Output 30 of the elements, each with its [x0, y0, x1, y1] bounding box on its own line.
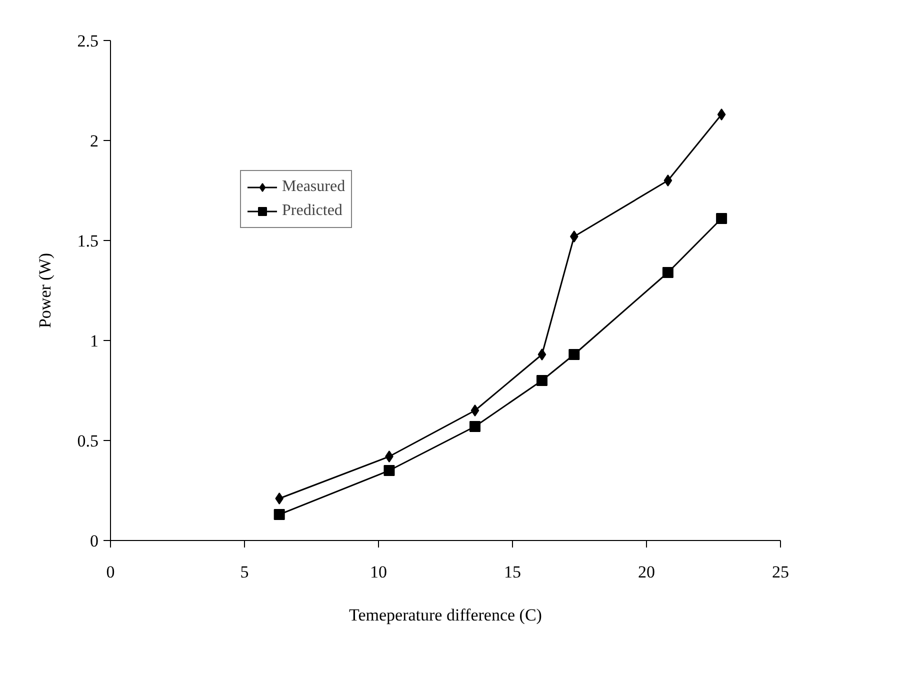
point — [470, 404, 480, 416]
point — [570, 230, 578, 242]
point — [469, 421, 480, 432]
point — [538, 348, 546, 360]
point — [384, 465, 395, 476]
point — [717, 108, 726, 120]
y-tick-label: 1.5 — [77, 232, 98, 250]
x-axis-title: Temeperature difference (C) — [349, 606, 542, 624]
point — [274, 509, 285, 520]
legend-label: Measured — [282, 178, 346, 196]
y-tick-label: 0.5 — [77, 432, 98, 450]
x-tick-label: 20 — [638, 562, 655, 582]
x-tick-label: 5 — [240, 562, 249, 582]
y-axis-title: Power (W) — [35, 252, 54, 328]
legend-label: Predicted — [282, 202, 342, 220]
x-tick-label: 0 — [106, 562, 115, 582]
y-tick-label: 2 — [90, 132, 98, 150]
point — [275, 492, 284, 504]
y-tick-label: 0 — [90, 532, 98, 550]
point — [568, 349, 580, 360]
point — [716, 213, 728, 224]
x-tick-label: 10 — [370, 562, 387, 582]
y-tick-label: 2.5 — [77, 32, 98, 50]
point — [664, 174, 672, 186]
point — [662, 267, 674, 278]
point — [385, 450, 394, 462]
point — [536, 375, 548, 386]
x-tick-label: 15 — [504, 562, 521, 582]
y-tick-label: 1 — [90, 332, 98, 350]
x-tick-label: 25 — [772, 562, 789, 582]
